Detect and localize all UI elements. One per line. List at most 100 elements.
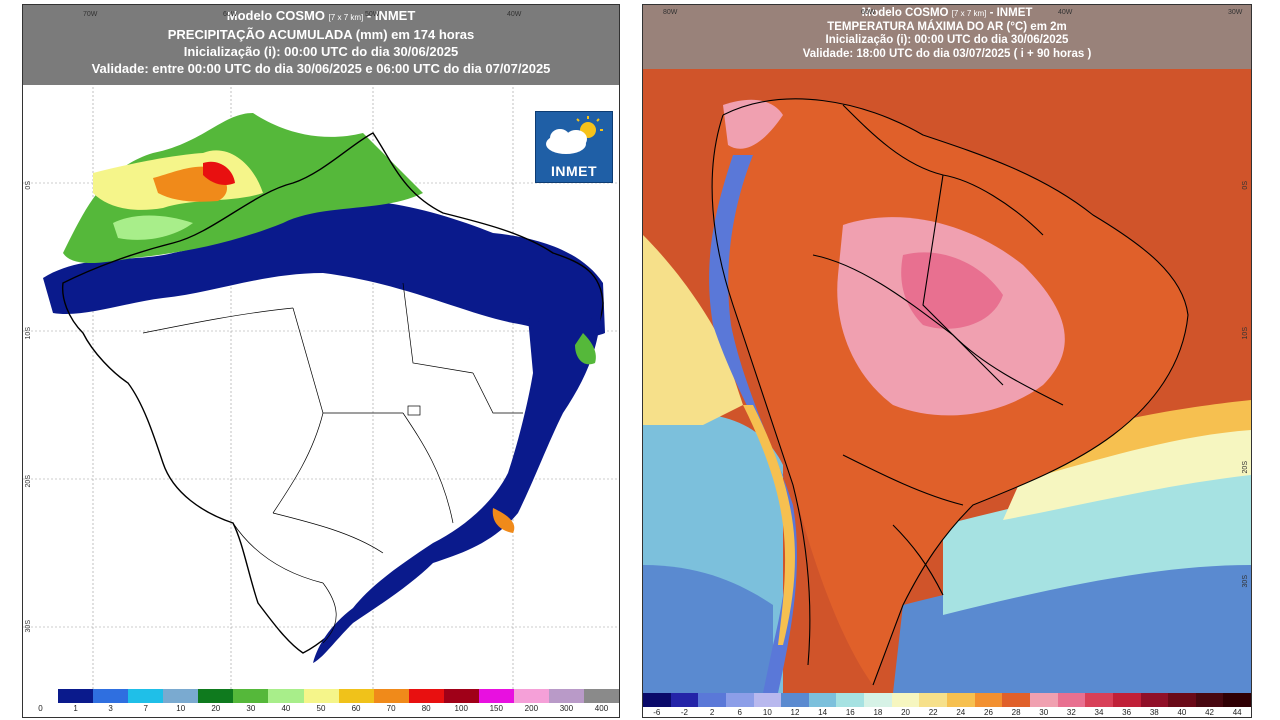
colorbar-label: 32: [1066, 708, 1076, 717]
top-tick: 70W: [83, 11, 98, 18]
colorbar-label: 44: [1232, 708, 1242, 717]
colorbar-label: 40: [1177, 708, 1187, 717]
colorbar-swatch: [338, 689, 374, 703]
side-tick: 30S: [1242, 575, 1249, 588]
side-tick: 20S: [1242, 461, 1249, 474]
inmet-logo: INMET: [535, 111, 613, 183]
side-tick: 10S: [25, 327, 32, 340]
cloud-sun-icon: [546, 116, 603, 154]
temperature-colorbar: -6 -2 2 6 10 12 14 16 18 20 22 24 26 28 30 32 34 36 38 40 42…: [643, 693, 1251, 717]
colorbar-swatch: [1195, 693, 1224, 707]
colorbar-swatch: [303, 689, 339, 703]
colorbar-swatch: [864, 693, 892, 707]
top-tick: 80W: [663, 9, 678, 16]
colorbar-swatch: [753, 693, 782, 707]
colorbar-swatch: [233, 689, 269, 703]
top-tick: 40W: [1058, 9, 1073, 16]
validity-text: Validade: entre 00:00 UTC do dia 30/06/2…: [91, 61, 551, 76]
colorbar-labels: -6 -2 2 6 10 12 14 16 18 20 22 24 26 28 30 32 34 36 38 40 42…: [643, 707, 1251, 717]
colorbar-swatch: [974, 693, 1003, 707]
colorbar-swatch: [408, 689, 444, 703]
colorbar-swatch: [1085, 693, 1113, 707]
colorbar-swatch: [836, 693, 865, 707]
colorbar-label: 7: [143, 704, 148, 713]
colorbar-swatch: [513, 689, 549, 703]
colorbar-label: 40: [281, 704, 291, 713]
temperature-map: [643, 5, 1251, 693]
model-title: Modelo COSMO [7 x 7 km] - INMET: [226, 8, 416, 23]
colorbar-label: 2: [709, 708, 715, 717]
colorbar-label: -6: [653, 708, 661, 717]
model-title: Modelo COSMO [7 x 7 km] - INMET: [861, 7, 1033, 19]
colorbar-swatch: [1029, 693, 1058, 707]
colorbar-label: 150: [489, 704, 503, 713]
colorbar-swatch: [443, 689, 479, 703]
side-tick: 30S: [25, 620, 32, 633]
colorbar-label: 30: [1039, 708, 1049, 717]
colorbar-swatch: [478, 689, 514, 703]
top-tick: 30W: [1228, 9, 1243, 16]
temperature-map-graphic: [643, 5, 1251, 693]
colorbar-label: 18: [873, 708, 883, 717]
colorbar-swatch: [128, 689, 164, 703]
colorbar-label: 10: [176, 704, 186, 713]
colorbar-swatch: [1140, 693, 1169, 707]
top-tick: 60W: [861, 9, 876, 16]
colorbar-label: -2: [680, 708, 689, 717]
colorbar-swatches: [23, 689, 619, 703]
colorbar-label: 26: [984, 708, 993, 717]
precipitation-header: 70W 60W 50W 40W Modelo COSMO [7 x 7 km] …: [23, 5, 619, 85]
colorbar-label: 3: [108, 704, 113, 713]
colorbar-label: 38: [1149, 708, 1159, 717]
colorbar-label: 28: [1011, 708, 1021, 717]
colorbar-swatch: [584, 689, 619, 703]
side-tick: 0S: [1242, 181, 1249, 190]
colorbar-label: 80: [421, 704, 431, 713]
colorbar-swatch: [1112, 693, 1141, 707]
logo-label: INMET: [550, 163, 598, 179]
colorbar-swatch: [1057, 693, 1086, 707]
colorbar-label: 100: [454, 704, 468, 713]
colorbar-label: 16: [845, 708, 855, 717]
top-tick: 50W: [365, 11, 380, 18]
colorbar-label: 400: [594, 704, 609, 713]
precipitation-colorbar: 0 1 3 7 10 20 30 40 50 60 70 80 100 150 200 300 400: [23, 689, 619, 717]
product-title: TEMPERATURA MÁXIMA DO AR (°C) em 2m: [827, 20, 1067, 33]
top-tick: 60W: [223, 11, 238, 18]
product-title: PRECIPITAÇÃO ACUMULADA (mm) em 174 horas: [167, 27, 475, 42]
colorbar-label: 20: [901, 708, 910, 717]
colorbar-label: 1: [73, 704, 78, 713]
colorbar-swatch: [808, 693, 837, 707]
colorbar-swatch: [698, 693, 726, 707]
colorbar-swatch: [670, 693, 699, 707]
colorbar-swatch: [548, 689, 584, 703]
colorbar-label: 60: [351, 704, 361, 713]
colorbar-label: 20: [211, 704, 221, 713]
colorbar-label: 30: [246, 704, 256, 713]
colorbar-label: 36: [1122, 708, 1132, 717]
colorbar-swatch: [781, 693, 809, 707]
colorbar-label: 10: [762, 708, 772, 717]
colorbar-swatch: [198, 689, 234, 703]
colorbar-swatch: [93, 689, 129, 703]
colorbar-label: 0: [38, 704, 43, 713]
side-tick: 20S: [25, 475, 32, 488]
colorbar-swatch: [268, 689, 304, 703]
initialization-text: Inicialização (i): 00:00 UTC do dia 30/0…: [825, 34, 1069, 46]
colorbar-swatch: [891, 693, 920, 707]
colorbar-swatch: [58, 689, 94, 703]
colorbar-label: 50: [316, 704, 326, 713]
colorbar-swatch: [919, 693, 948, 707]
colorbar-swatch: [1168, 693, 1196, 707]
colorbar-swatch: [23, 689, 59, 703]
colorbar-labels: 0 1 3 7 10 20 30 40 50 60 70 80 100 150 200 300 400: [23, 703, 619, 715]
colorbar-label: 42: [1205, 708, 1214, 717]
side-tick: 10S: [1242, 327, 1249, 340]
colorbar-swatch: [725, 693, 754, 707]
colorbar-label: 300: [559, 704, 574, 713]
colorbar-swatch: [163, 689, 199, 703]
colorbar-label: 24: [956, 708, 966, 717]
colorbar-swatch: [1002, 693, 1030, 707]
colorbar-swatch: [947, 693, 975, 707]
initialization-text: Inicialização (i): 00:00 UTC do dia 30/0…: [183, 44, 459, 59]
